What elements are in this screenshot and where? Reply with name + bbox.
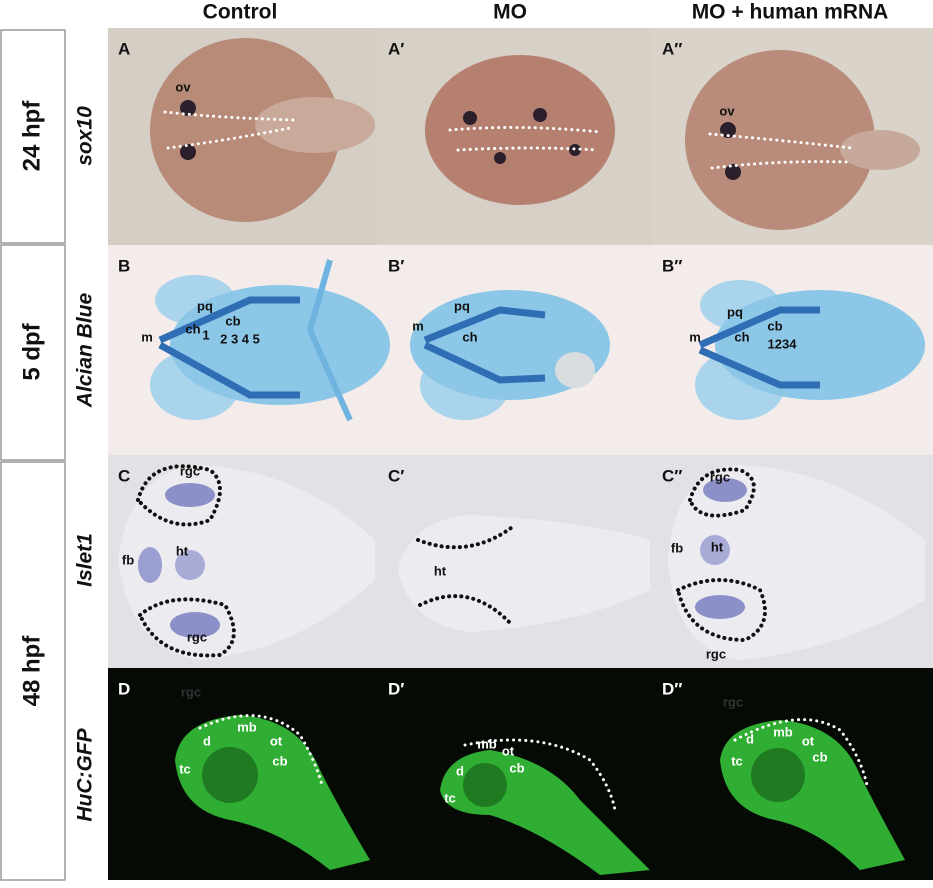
column-header: MO + human mRNA bbox=[692, 1, 889, 24]
stage-label: 24 hpf bbox=[18, 100, 45, 172]
annotation: mb bbox=[477, 736, 497, 751]
annotation: ov bbox=[719, 103, 735, 118]
annotation: rgc bbox=[710, 469, 730, 484]
annotation: ov bbox=[175, 79, 191, 94]
annotation: rgc bbox=[181, 684, 201, 699]
annotation: mb bbox=[773, 724, 793, 739]
annotation: cb bbox=[812, 749, 827, 764]
panel-letter: B bbox=[118, 256, 130, 275]
marker-label: Alcian Blue bbox=[74, 293, 97, 409]
annotation: d bbox=[746, 731, 754, 746]
annotation: ch bbox=[462, 329, 477, 344]
annotation: ht bbox=[434, 563, 447, 578]
annotation: m bbox=[141, 329, 153, 344]
annotation: ch bbox=[734, 329, 749, 344]
annotation: ch bbox=[185, 321, 200, 336]
panel-images-a bbox=[108, 28, 933, 245]
stage-boxes bbox=[0, 29, 66, 881]
panel-letter: D′ bbox=[388, 679, 404, 698]
panel-letter: B″ bbox=[662, 256, 682, 275]
annotation: pq bbox=[454, 298, 470, 313]
panel-letter: C″ bbox=[662, 466, 682, 485]
panel-images-b bbox=[108, 245, 933, 455]
marker-label: HuC:GFP bbox=[74, 727, 97, 821]
annotation: 1234 bbox=[768, 336, 798, 351]
stage-label: 48 hpf bbox=[18, 635, 45, 707]
annotation: pq bbox=[727, 304, 743, 319]
panel-letter: A′ bbox=[388, 39, 404, 58]
annotation: pq bbox=[197, 298, 213, 313]
annotation: 1 bbox=[202, 327, 209, 342]
stage-label: 5 dpf bbox=[18, 322, 45, 380]
annotation: mb bbox=[237, 719, 257, 734]
annotation: cb bbox=[225, 313, 240, 328]
annotation: rgc bbox=[706, 646, 726, 661]
column-header: Control bbox=[203, 1, 278, 24]
annotation: rgc bbox=[187, 629, 207, 644]
annotation: ot bbox=[502, 743, 515, 758]
annotation: rgc bbox=[180, 463, 200, 478]
annotation: ht bbox=[176, 543, 189, 558]
annotation: fb bbox=[671, 540, 683, 555]
panel-letter: A″ bbox=[662, 39, 682, 58]
panel-images-d bbox=[108, 668, 933, 880]
panel-letter: B′ bbox=[388, 256, 404, 275]
panel-images-c bbox=[108, 455, 933, 668]
panel-letter: C bbox=[118, 466, 130, 485]
panel-letter: D″ bbox=[662, 679, 682, 698]
marker-label: sox10 bbox=[74, 106, 97, 166]
annotation: m bbox=[412, 318, 424, 333]
annotation: tc bbox=[179, 761, 191, 776]
annotation: fb bbox=[122, 552, 134, 567]
annotation: rgc bbox=[723, 694, 743, 709]
marker-label: Islet1 bbox=[74, 533, 97, 587]
annotation: cb bbox=[767, 318, 782, 333]
annotation: 2 3 4 5 bbox=[220, 331, 260, 346]
annotation: cb bbox=[509, 760, 524, 775]
annotation: ot bbox=[270, 733, 283, 748]
annotation: d bbox=[456, 763, 464, 778]
panel-letter: D bbox=[118, 679, 130, 698]
annotation: d bbox=[203, 733, 211, 748]
panel-letter: C′ bbox=[388, 466, 404, 485]
annotation: m bbox=[689, 329, 701, 344]
column-header: MO bbox=[493, 1, 527, 24]
annotation: ht bbox=[711, 539, 724, 554]
annotation: tc bbox=[731, 753, 743, 768]
annotation: tc bbox=[444, 790, 456, 805]
annotation: ot bbox=[802, 733, 815, 748]
annotation: cb bbox=[272, 753, 287, 768]
panel-letter: A bbox=[118, 39, 130, 58]
